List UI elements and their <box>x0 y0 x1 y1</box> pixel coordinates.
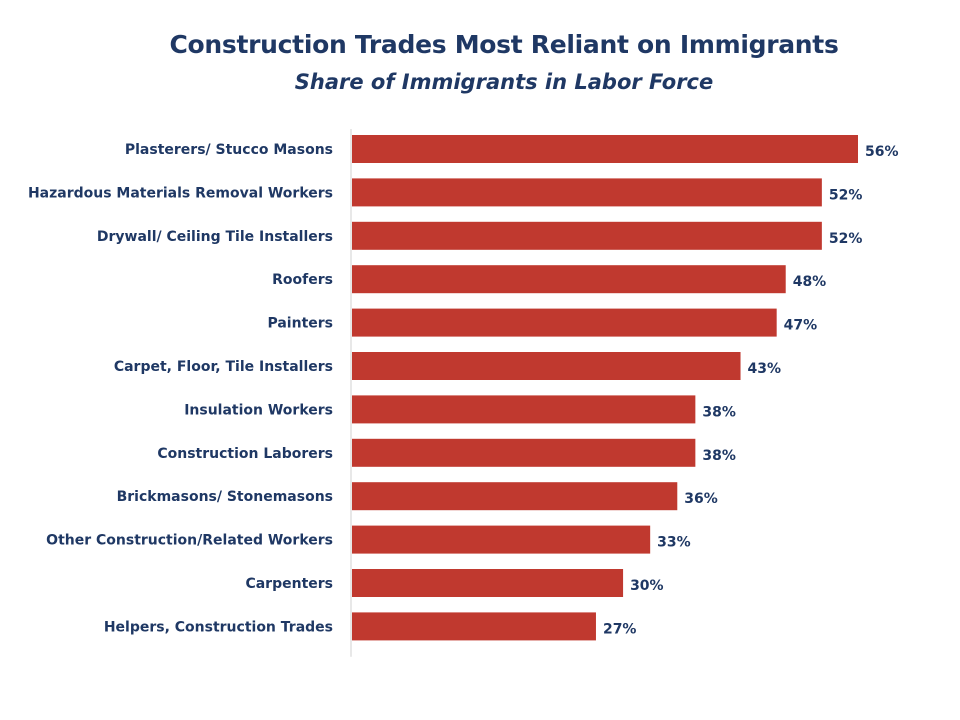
category-label: Helpers, Construction Trades <box>104 619 333 635</box>
category-label: Carpenters <box>245 576 333 592</box>
value-label: 38% <box>702 404 736 420</box>
bar <box>352 308 777 337</box>
category-label: Roofers <box>272 272 333 288</box>
category-label: Hazardous Materials Removal Workers <box>28 185 333 201</box>
category-label: Plasterers/ Stucco Masons <box>125 142 333 158</box>
bar <box>352 265 786 294</box>
value-label: 36% <box>684 491 718 507</box>
value-label: 27% <box>603 621 637 637</box>
value-label: 38% <box>702 448 736 464</box>
category-label: Insulation Workers <box>184 402 333 418</box>
value-label: 30% <box>630 578 664 594</box>
chart-subtitle: Share of Immigrants in Labor Force <box>294 70 714 94</box>
category-label: Carpet, Floor, Tile Installers <box>114 359 333 375</box>
bar <box>352 482 678 511</box>
bar <box>352 438 696 467</box>
bar <box>352 352 741 380</box>
category-label: Other Construction/Related Workers <box>46 533 333 549</box>
category-label: Construction Laborers <box>157 446 333 462</box>
bar <box>352 178 822 207</box>
value-label: 33% <box>657 535 691 551</box>
bar <box>352 569 624 597</box>
value-label: 56% <box>865 144 899 160</box>
category-label: Drywall/ Ceiling Tile Installers <box>97 229 333 245</box>
value-label: 48% <box>793 274 827 290</box>
bar <box>352 395 696 424</box>
chart-title: Construction Trades Most Reliant on Immi… <box>169 30 839 59</box>
bar <box>352 525 651 554</box>
bar-group: Plasterers/ Stucco Masons 56% Hazardous Ma… <box>28 135 899 641</box>
category-label: Brickmasons/ Stonemasons <box>117 489 333 505</box>
value-label: 52% <box>829 231 863 247</box>
bar <box>352 135 858 163</box>
bar <box>352 221 822 250</box>
category-label: Painters <box>267 316 333 332</box>
value-label: 52% <box>829 187 863 203</box>
value-label: 43% <box>748 361 782 377</box>
bar <box>352 612 596 641</box>
value-label: 47% <box>784 318 818 334</box>
